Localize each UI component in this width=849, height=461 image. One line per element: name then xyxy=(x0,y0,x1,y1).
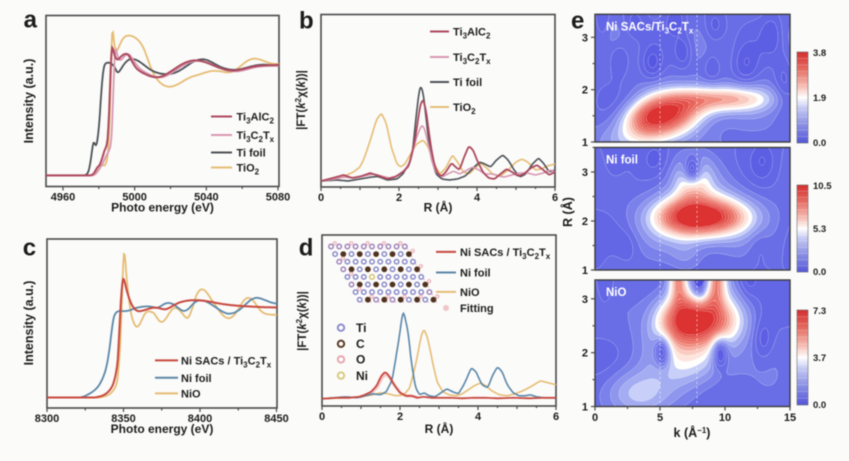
svg-text:Ni SACs / Ti3C2Tx: Ni SACs / Ti3C2Tx xyxy=(460,247,551,261)
svg-text:10.5: 10.5 xyxy=(813,181,832,192)
svg-text:2: 2 xyxy=(396,192,402,204)
svg-text:a: a xyxy=(24,7,38,34)
svg-text:1.9: 1.9 xyxy=(813,93,826,104)
svg-text:0.0: 0.0 xyxy=(813,267,826,278)
svg-text:10: 10 xyxy=(719,412,731,424)
svg-text:Intensity (a.u.): Intensity (a.u.) xyxy=(22,281,36,366)
svg-text:|FT(k2χ(k))|: |FT(k2χ(k))| xyxy=(294,70,308,130)
svg-text:Ni foil: Ni foil xyxy=(181,373,212,385)
svg-text:e: e xyxy=(571,8,584,35)
svg-text:b: b xyxy=(299,8,314,35)
svg-text:0: 0 xyxy=(318,192,324,204)
svg-text:3: 3 xyxy=(582,32,588,44)
svg-text:TiO2: TiO2 xyxy=(237,163,260,177)
svg-text:Fitting: Fitting xyxy=(460,303,494,315)
svg-text:1: 1 xyxy=(582,137,588,149)
svg-text:R (Å): R (Å) xyxy=(424,200,453,215)
svg-text:0: 0 xyxy=(319,411,325,423)
svg-text:0.0: 0.0 xyxy=(813,400,826,411)
svg-text:R (Å): R (Å) xyxy=(425,421,454,436)
svg-text:NiO: NiO xyxy=(460,287,480,299)
svg-text:4: 4 xyxy=(475,411,482,423)
svg-text:Ni SACs / Ti3C2Tx: Ni SACs / Ti3C2Tx xyxy=(181,355,272,369)
svg-text:15: 15 xyxy=(784,412,796,424)
svg-text:Photo energy (eV): Photo energy (eV) xyxy=(111,201,214,215)
svg-text:5040: 5040 xyxy=(194,192,218,204)
svg-text:Ti3C2Tx: Ti3C2Tx xyxy=(237,130,275,144)
svg-text:1: 1 xyxy=(582,402,588,414)
svg-text:2: 2 xyxy=(582,348,588,360)
svg-text:Ti foil: Ti foil xyxy=(237,148,266,160)
svg-text:3: 3 xyxy=(582,294,588,306)
svg-text:NiO: NiO xyxy=(606,287,627,299)
svg-text:7.3: 7.3 xyxy=(813,306,826,317)
svg-text:Ti foil: Ti foil xyxy=(453,77,482,89)
svg-text:Ti3AlC2: Ti3AlC2 xyxy=(237,112,275,126)
svg-text:Ni: Ni xyxy=(356,369,368,383)
svg-text:Photo energy (eV): Photo energy (eV) xyxy=(111,422,214,436)
svg-text:C: C xyxy=(356,337,365,351)
svg-text:0: 0 xyxy=(592,412,598,424)
svg-text:5.3: 5.3 xyxy=(813,224,826,235)
svg-text:5000: 5000 xyxy=(122,192,146,204)
svg-text:R (Å): R (Å) xyxy=(560,197,575,227)
svg-text:Ni foil: Ni foil xyxy=(606,155,638,167)
svg-text:8450: 8450 xyxy=(264,413,288,425)
svg-text:5: 5 xyxy=(657,412,663,424)
svg-text:3.8: 3.8 xyxy=(813,48,826,59)
svg-text:6: 6 xyxy=(553,411,559,423)
svg-text:2: 2 xyxy=(582,85,588,97)
svg-text:|FT(k2χ(k))|: |FT(k2χ(k))| xyxy=(295,291,309,351)
svg-text:4: 4 xyxy=(474,192,481,204)
svg-text:2: 2 xyxy=(582,216,588,228)
svg-text:Ni foil: Ni foil xyxy=(460,268,491,280)
svg-text:TiO2: TiO2 xyxy=(453,102,476,116)
svg-text:c: c xyxy=(23,234,36,261)
svg-text:4960: 4960 xyxy=(51,192,75,204)
svg-text:NiO: NiO xyxy=(181,388,201,400)
svg-text:8300: 8300 xyxy=(35,413,59,425)
svg-text:8400: 8400 xyxy=(188,413,212,425)
svg-text:Ti3C2Tx: Ti3C2Tx xyxy=(453,52,491,66)
svg-text:Ti3AlC2: Ti3AlC2 xyxy=(453,27,491,41)
svg-text:O: O xyxy=(356,353,365,367)
svg-text:2: 2 xyxy=(397,411,403,423)
svg-text:6: 6 xyxy=(552,192,558,204)
svg-text:0.0: 0.0 xyxy=(813,138,826,149)
svg-text:Intensity (a.u.): Intensity (a.u.) xyxy=(22,59,36,144)
svg-text:Ti: Ti xyxy=(356,321,366,335)
svg-text:Ni SACs/Ti3C2Tx: Ni SACs/Ti3C2Tx xyxy=(606,21,694,35)
svg-text:3.7: 3.7 xyxy=(813,353,826,364)
svg-text:8350: 8350 xyxy=(111,413,135,425)
svg-text:1: 1 xyxy=(582,265,588,277)
svg-text:5080: 5080 xyxy=(266,192,290,204)
svg-text:3: 3 xyxy=(582,167,588,179)
svg-text:d: d xyxy=(299,235,314,262)
